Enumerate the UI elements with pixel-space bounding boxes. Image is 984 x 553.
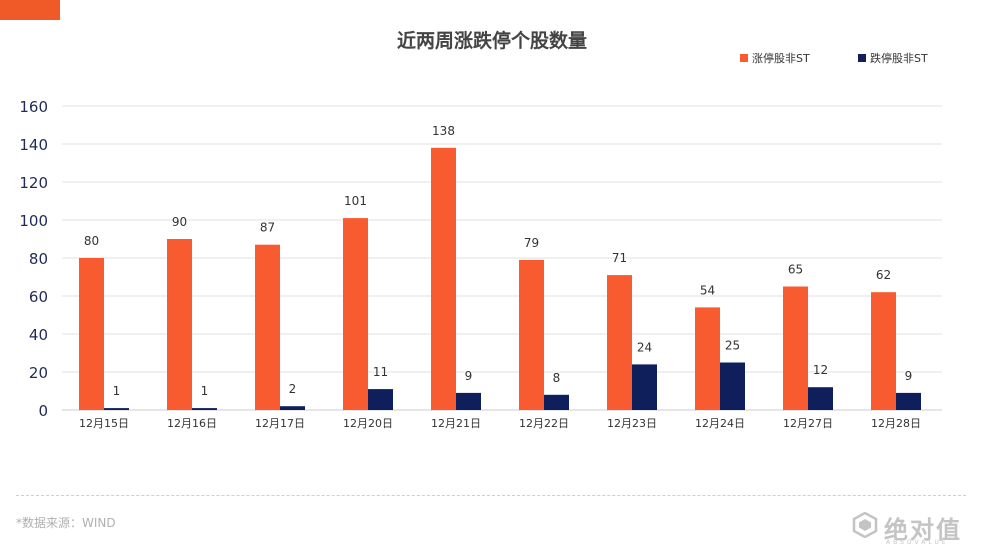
data-label-limit-down: 9 <box>905 369 913 383</box>
data-label-limit-up: 71 <box>612 251 627 265</box>
legend-item-limit-up: 涨停股非ST <box>740 50 810 66</box>
legend-swatch-limit-down <box>858 54 866 62</box>
data-label-limit-down: 11 <box>373 365 388 379</box>
legend-label-limit-up: 涨停股非ST <box>752 52 810 65</box>
x-tick-label: 12月16日 <box>167 417 217 430</box>
data-label-limit-down: 8 <box>553 371 561 385</box>
bar-limit-down <box>544 394 569 410</box>
bar-limit-up <box>695 307 720 410</box>
logo-subtext: ABSOVALUE <box>886 539 949 546</box>
data-label-limit-down: 12 <box>813 363 828 377</box>
chart-title: 近两周涨跌停个股数量 <box>396 30 587 52</box>
bar-limit-up <box>79 258 104 410</box>
bar-limit-up <box>343 218 368 410</box>
x-tick-label: 12月15日 <box>79 417 129 430</box>
bar-limit-up <box>431 147 456 411</box>
y-tick-label: 160 <box>19 98 48 116</box>
data-label-limit-down: 1 <box>113 384 121 398</box>
data-label-limit-up: 101 <box>344 194 367 208</box>
y-tick-label: 120 <box>19 174 48 192</box>
data-label-limit-up: 54 <box>700 283 715 297</box>
data-label-limit-up: 138 <box>432 124 455 138</box>
bar-limit-down <box>808 387 833 410</box>
bar-limit-down <box>104 408 129 410</box>
y-tick-label: 20 <box>29 364 48 382</box>
y-tick-label: 140 <box>19 136 48 154</box>
bar-limit-up <box>871 292 896 410</box>
footer-divider <box>16 495 966 496</box>
legend-swatch-limit-up <box>740 54 748 62</box>
bar-limit-down <box>720 362 745 410</box>
x-tick-label: 12月24日 <box>695 417 745 430</box>
data-label-limit-up: 80 <box>84 234 99 248</box>
y-tick-label: 80 <box>29 250 48 268</box>
data-label-limit-up: 79 <box>524 236 539 250</box>
bar-limit-up <box>519 259 544 410</box>
y-tick-label: 0 <box>38 402 48 420</box>
logo-mark-icon <box>852 512 878 538</box>
legend-label-limit-down: 跌停股非ST <box>870 52 928 65</box>
brand-logo: 绝对值 ABSOVALUE <box>852 510 976 546</box>
bar-limit-down <box>456 392 481 410</box>
x-tick-label: 12月28日 <box>871 417 921 430</box>
y-tick-label: 40 <box>29 326 48 344</box>
bar-limit-up <box>783 286 808 410</box>
x-tick-label: 12月17日 <box>255 417 305 430</box>
x-tick-label: 12月27日 <box>783 417 833 430</box>
legend-item-limit-down: 跌停股非ST <box>858 50 928 66</box>
bar-limit-down <box>192 408 217 410</box>
x-tick-label: 12月23日 <box>607 417 657 430</box>
x-tick-label: 12月21日 <box>431 417 481 430</box>
bar-limit-down <box>896 392 921 410</box>
data-label-limit-down: 2 <box>289 382 297 396</box>
data-label-limit-up: 87 <box>260 221 275 235</box>
x-tick-label: 12月22日 <box>519 417 569 430</box>
data-label-limit-down: 1 <box>201 384 209 398</box>
bar-limit-up <box>255 244 280 410</box>
data-label-limit-up: 65 <box>788 263 803 277</box>
bar-limit-down <box>632 364 657 410</box>
x-tick-label: 12月20日 <box>343 417 393 430</box>
y-tick-label: 60 <box>29 288 48 306</box>
logo-text: 绝对值 <box>884 516 962 544</box>
data-label-limit-up: 62 <box>876 268 891 282</box>
data-label-limit-up: 90 <box>172 215 187 229</box>
data-label-limit-down: 24 <box>637 340 652 354</box>
bar-limit-up <box>607 275 632 410</box>
data-label-limit-down: 9 <box>465 369 473 383</box>
corner-accent-tab <box>0 0 60 20</box>
data-label-limit-down: 25 <box>725 339 740 353</box>
bar-limit-down <box>280 406 305 410</box>
data-source-note: *数据来源：WIND <box>16 516 116 530</box>
bar-limit-up <box>167 239 192 410</box>
bar-limit-down <box>368 389 393 410</box>
y-tick-label: 100 <box>19 212 48 230</box>
